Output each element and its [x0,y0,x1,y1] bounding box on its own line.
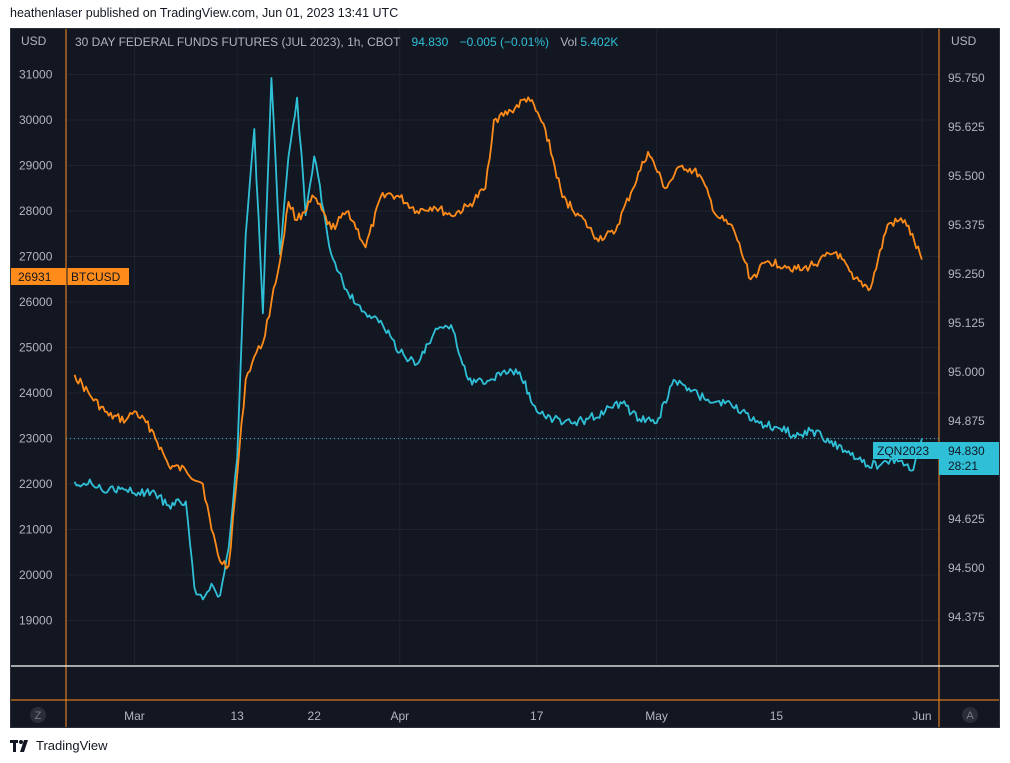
x-tick-label: Apr [390,709,409,723]
x-tick-label: 15 [770,709,784,723]
footer-brand-text: TradingView [36,738,108,753]
right-axis-unit: USD [951,34,977,48]
left-tick-label: 24000 [19,386,53,400]
auto-scale-button[interactable]: A [962,707,978,723]
publisher-header: heathenlaser published on TradingView.co… [10,6,399,20]
zqn-price-label: ZQN2023 94.830 28:21 [873,442,999,475]
right-tick-label: 95.000 [948,365,985,379]
right-tick-label: 95.375 [948,218,985,232]
x-axis-ticks: Mar 13 22 Apr 17 May 15 Jun [124,709,931,723]
left-tick-label: 25000 [19,341,53,355]
chart-background [11,29,999,727]
left-tick-label: 20000 [19,568,53,582]
right-tick-label: 95.500 [948,169,985,183]
left-axis-ticks: 31000 30000 29000 28000 27000 26000 25000 24000… [19,68,53,628]
left-tick-label: 30000 [19,113,53,127]
legend-instrument: 30 DAY FEDERAL FUNDS FUTURES (JUL 2023),… [75,35,401,49]
left-tick-label: 19000 [19,614,53,628]
z-scale-button[interactable]: Z [30,707,46,723]
zqn-label-price: 94.830 [948,444,985,458]
left-tick-label: 21000 [19,523,53,537]
x-tick-label: 17 [530,709,544,723]
legend-change: −0.005 (−0.01%) [460,35,549,49]
x-tick-label: Jun [912,709,931,723]
zqn-series-line [73,77,923,601]
left-tick-label: 26000 [19,295,53,309]
footer-brand[interactable]: TradingView [10,738,108,753]
right-tick-label: 95.125 [948,316,985,330]
left-tick-label: 22000 [19,477,53,491]
chart-frame[interactable]: USD USD 30 DAY FEDERAL FUNDS FUTURES (JU… [10,28,1000,728]
legend-price: 94.830 [412,35,449,49]
right-tick-label: 95.750 [948,71,985,85]
left-tick-label: 28000 [19,204,53,218]
left-tick-label: 27000 [19,250,53,264]
btc-series-line [73,96,923,570]
right-tick-label: 94.875 [948,414,985,428]
btc-label-price: 26931 [18,270,52,284]
zqn-label-countdown: 28:21 [948,459,978,473]
zqn-label-symbol: ZQN2023 [877,444,929,458]
left-tick-label: 29000 [19,159,53,173]
x-tick-label: May [645,709,668,723]
right-tick-label: 95.625 [948,120,985,134]
series-legend[interactable]: 30 DAY FEDERAL FUNDS FUTURES (JUL 2023),… [75,35,618,49]
left-tick-label: 23000 [19,432,53,446]
x-tick-label: 22 [308,709,322,723]
x-tick-label: Mar [124,709,145,723]
x-tick-label: 13 [230,709,244,723]
z-button-label: Z [35,710,42,722]
right-tick-label: 94.625 [948,512,985,526]
right-tick-label: 94.500 [948,561,985,575]
left-axis-unit: USD [21,34,47,48]
legend-vol-value: 5.402K [580,35,618,49]
legend-vol-label: Vol [560,35,577,49]
right-tick-label: 95.250 [948,267,985,281]
btc-label-symbol: BTCUSD [71,270,121,284]
auto-button-label: A [966,710,974,722]
btc-price-label: 26931 BTCUSD [11,268,129,285]
tradingview-logo-icon [10,739,32,752]
right-tick-label: 94.375 [948,610,985,624]
chart-svg[interactable]: USD USD 30 DAY FEDERAL FUNDS FUTURES (JU… [11,29,1000,728]
left-tick-label: 31000 [19,68,53,82]
